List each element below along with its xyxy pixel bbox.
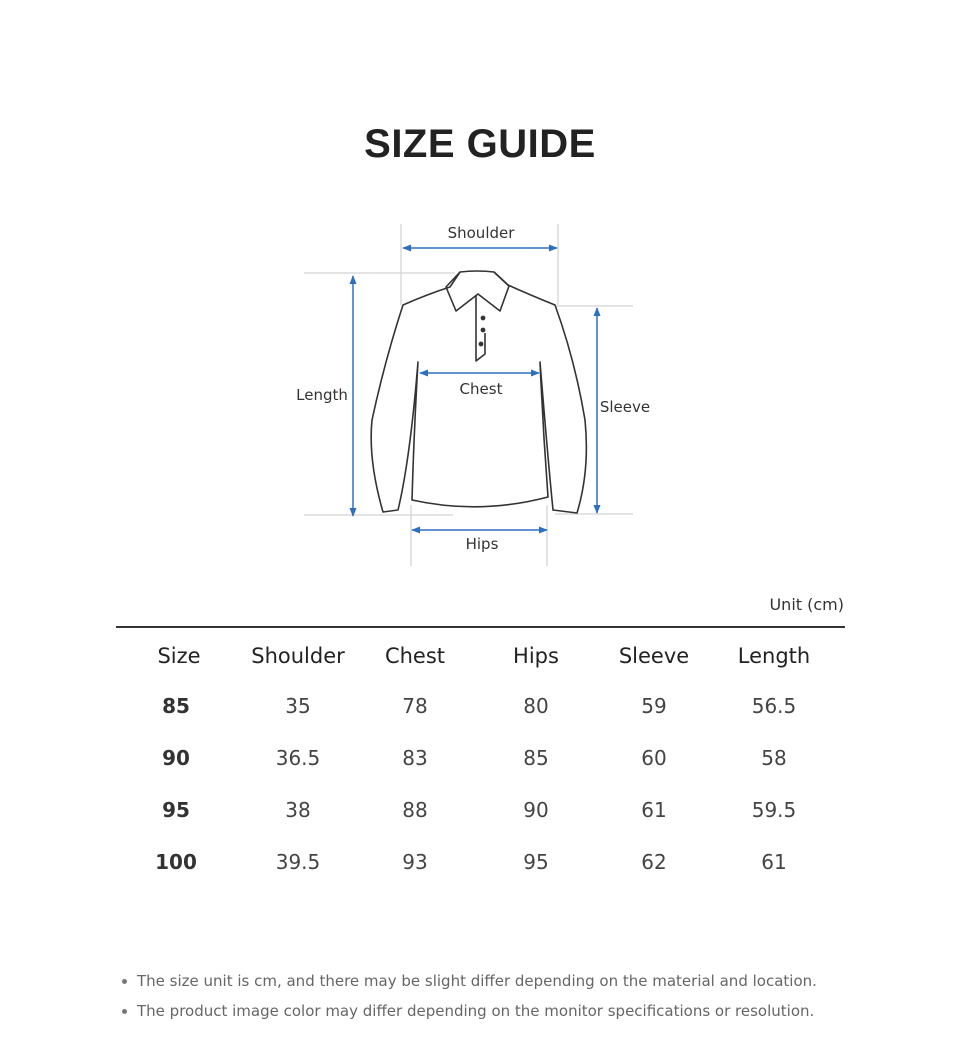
table-cell: 36.5 — [275, 746, 321, 770]
column-header: Chest — [384, 644, 446, 668]
note-text: The size unit is cm, and there may be sl… — [137, 972, 817, 990]
table-cell: 61 — [761, 850, 787, 874]
note-text: The product image color may differ depen… — [137, 1002, 815, 1020]
table-cell: 80 — [523, 694, 549, 718]
bullet-icon — [122, 978, 127, 984]
notes-list: The size unit is cm, and there may be sl… — [122, 966, 817, 1026]
measurement-arrows — [349, 244, 601, 534]
column-header: Sleeve — [618, 644, 690, 668]
table-cell: 90 — [523, 798, 549, 822]
bullet-icon — [122, 1008, 127, 1014]
unit-label: Unit (cm) — [769, 595, 844, 614]
hips-label: Hips — [465, 535, 499, 553]
table-cell: 58 — [761, 746, 787, 770]
size-cell: 95 — [162, 798, 190, 822]
table-cell: 60 — [641, 746, 667, 770]
table-cell: 93 — [402, 850, 428, 874]
column-header: Size — [157, 644, 201, 668]
table-cell: 39.5 — [275, 850, 321, 874]
note-item: The product image color may differ depen… — [122, 996, 817, 1026]
size-cell: 85 — [162, 694, 190, 718]
table-cell: 59 — [641, 694, 667, 718]
chest-label: Chest — [459, 380, 503, 398]
table-cell: 61 — [641, 798, 667, 822]
sleeve-label: Sleeve — [599, 398, 651, 416]
page-title: SIZE GUIDE — [364, 122, 596, 166]
column-header: Shoulder — [251, 644, 345, 668]
shoulder-label: Shoulder — [447, 224, 515, 242]
table-cell: 35 — [285, 694, 311, 718]
guide-lines — [304, 224, 633, 566]
table-cell: 85 — [523, 746, 549, 770]
note-item: The size unit is cm, and there may be sl… — [122, 966, 817, 996]
table-cell: 59.5 — [751, 798, 797, 822]
table-cell: 56.5 — [751, 694, 797, 718]
shirt-icon — [370, 270, 588, 514]
table-top-rule — [116, 626, 845, 628]
table-cell: 78 — [402, 694, 428, 718]
column-header: Length — [737, 644, 811, 668]
shirt-measurement-diagram — [304, 224, 633, 566]
table-cell: 88 — [402, 798, 428, 822]
size-cell: 100 — [155, 850, 197, 874]
table-cell: 95 — [523, 850, 549, 874]
column-header: Hips — [513, 644, 559, 668]
table-cell: 83 — [402, 746, 428, 770]
table-cell: 38 — [285, 798, 311, 822]
table-cell: 62 — [641, 850, 667, 874]
length-label: Length — [296, 386, 348, 404]
size-cell: 90 — [162, 746, 190, 770]
